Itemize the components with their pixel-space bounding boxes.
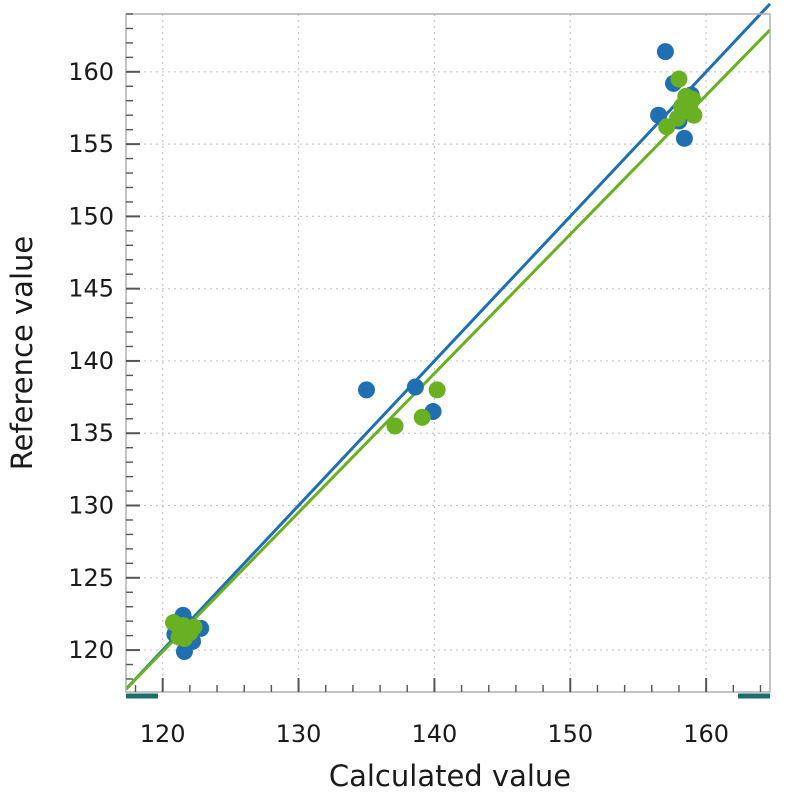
- axis-ticks: [126, 13, 770, 699]
- data-point: [428, 381, 446, 399]
- data-point: [413, 408, 431, 426]
- data-point: [684, 90, 702, 108]
- plot-frame: [125, 13, 771, 693]
- y-tick-label: 125: [68, 564, 114, 592]
- y-tick-label: 120: [68, 636, 114, 664]
- data-point: [357, 381, 375, 399]
- tick-labels: 120 125 130 135 140 145 150 155 160 120 130 140 150 1…: [68, 58, 729, 748]
- x-tick-label: 130: [276, 720, 322, 748]
- y-tick-label: 150: [68, 202, 114, 230]
- x-tick-label: 120: [140, 720, 186, 748]
- grid: [126, 14, 770, 692]
- data-point: [656, 43, 674, 61]
- y-tick-label: 145: [68, 275, 114, 303]
- y-tick-label: 140: [68, 347, 114, 375]
- data-point: [675, 129, 693, 147]
- x-axis-title: Calculated value: [329, 759, 571, 793]
- data-point: [386, 417, 404, 435]
- data-points: [165, 43, 703, 661]
- y-tick-label: 155: [68, 130, 114, 158]
- y-tick-label: 130: [68, 492, 114, 520]
- data-point: [174, 617, 192, 635]
- x-tick-label: 160: [683, 720, 729, 748]
- plot-border: [125, 13, 771, 693]
- y-axis-title: Reference value: [5, 236, 39, 470]
- data-point: [670, 70, 688, 88]
- data-point: [406, 378, 424, 396]
- fit-line: [124, 28, 772, 691]
- y-tick-label: 135: [68, 419, 114, 447]
- y-tick-label: 160: [68, 58, 114, 86]
- x-tick-label: 140: [412, 720, 458, 748]
- x-tick-label: 150: [547, 720, 593, 748]
